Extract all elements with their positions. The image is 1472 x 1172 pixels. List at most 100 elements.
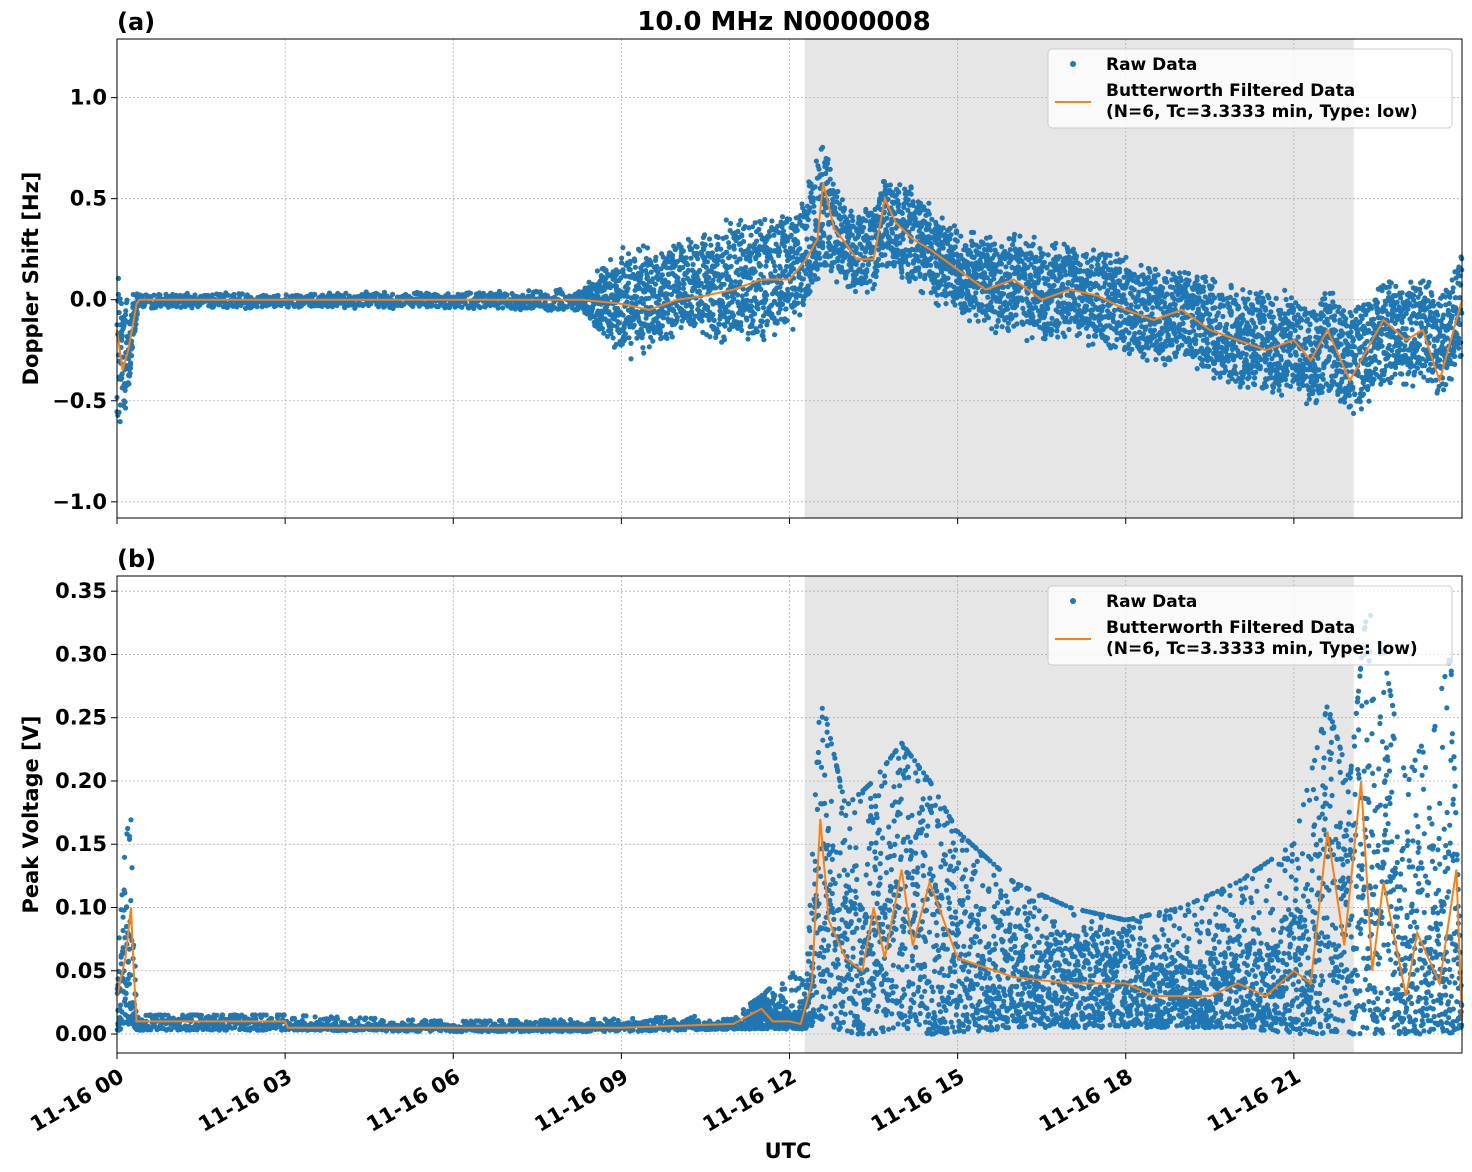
raw-data-point xyxy=(129,353,135,359)
raw-data-point xyxy=(761,337,767,343)
raw-data-point xyxy=(644,274,651,280)
raw-data-point xyxy=(724,249,730,255)
raw-data-point xyxy=(827,234,833,240)
raw-data-point xyxy=(634,294,640,300)
raw-data-point xyxy=(839,197,846,203)
raw-data-point xyxy=(1253,369,1259,375)
raw-data-point xyxy=(640,301,647,307)
raw-data-point xyxy=(999,244,1005,250)
raw-data-point xyxy=(622,331,629,337)
raw-data-point xyxy=(613,341,619,348)
raw-data-point xyxy=(999,324,1005,330)
raw-data-point xyxy=(934,272,941,278)
raw-data-point xyxy=(1062,333,1068,340)
raw-data-point xyxy=(127,321,133,327)
raw-data-point xyxy=(650,338,656,344)
raw-data-point xyxy=(119,375,125,381)
raw-data-point xyxy=(1164,279,1170,285)
raw-data-point xyxy=(717,321,723,327)
raw-data-point xyxy=(721,337,728,343)
raw-data-point xyxy=(727,253,733,259)
raw-data-point xyxy=(1258,289,1264,295)
raw-data-point xyxy=(763,263,769,269)
raw-data-point xyxy=(130,291,136,298)
raw-data-point xyxy=(122,399,128,405)
raw-data-point xyxy=(874,268,880,274)
raw-data-point xyxy=(739,233,745,239)
raw-data-point xyxy=(861,224,867,231)
raw-data-point xyxy=(668,291,675,298)
raw-data-point xyxy=(699,318,705,324)
raw-data-point xyxy=(1156,318,1163,324)
raw-data-point xyxy=(381,289,388,295)
raw-data-point xyxy=(688,246,695,252)
raw-data-point xyxy=(722,323,728,329)
raw-data-point xyxy=(1121,292,1127,298)
raw-data-point xyxy=(939,215,945,221)
raw-data-point xyxy=(973,290,979,296)
raw-data-point xyxy=(811,209,817,215)
raw-data-point xyxy=(1165,269,1171,275)
raw-data-point xyxy=(500,305,506,311)
raw-data-point xyxy=(985,315,992,321)
raw-data-point xyxy=(632,258,638,264)
panel-a: −1.0−0.50.00.51.0(a)Doppler Shift [Hz]Ra… xyxy=(19,8,1465,524)
raw-data-point xyxy=(762,216,768,223)
raw-data-point xyxy=(652,281,659,287)
raw-data-point xyxy=(1260,325,1266,331)
raw-data-point xyxy=(429,302,435,308)
raw-data-point xyxy=(1252,382,1258,388)
raw-data-point xyxy=(948,232,954,238)
raw-data-point xyxy=(1246,324,1252,330)
raw-data-point xyxy=(706,236,713,242)
raw-data-point xyxy=(664,265,670,271)
raw-data-point xyxy=(620,312,626,318)
raw-data-point xyxy=(643,315,649,321)
raw-data-point xyxy=(735,292,741,298)
raw-data-point xyxy=(905,261,911,267)
raw-data-point xyxy=(231,291,237,298)
raw-data-point xyxy=(1191,328,1197,334)
raw-data-point xyxy=(625,251,632,257)
raw-data-point xyxy=(912,215,918,221)
raw-data-point xyxy=(637,276,643,282)
raw-data-point xyxy=(728,220,734,226)
raw-data-point xyxy=(763,297,769,303)
raw-data-point xyxy=(1243,351,1249,358)
raw-data-point xyxy=(1240,380,1246,386)
raw-data-point xyxy=(889,230,896,236)
raw-data-point xyxy=(121,323,127,329)
raw-data-point xyxy=(958,233,964,239)
raw-data-point xyxy=(723,234,729,240)
raw-data-point xyxy=(848,208,854,214)
raw-data-point xyxy=(1180,320,1186,326)
raw-data-point xyxy=(772,332,778,338)
raw-data-point xyxy=(1029,335,1035,341)
raw-data-point xyxy=(1177,270,1183,276)
raw-data-point xyxy=(1005,327,1012,334)
raw-data-point xyxy=(908,191,914,197)
raw-data-point xyxy=(653,254,659,260)
raw-data-point xyxy=(1167,357,1173,363)
raw-data-point xyxy=(1245,296,1251,302)
raw-data-point xyxy=(954,238,960,244)
raw-data-point xyxy=(1165,332,1171,338)
raw-data-point xyxy=(648,334,654,340)
raw-data-point xyxy=(645,322,651,328)
raw-data-point xyxy=(616,320,623,326)
raw-data-point xyxy=(609,292,616,298)
raw-data-point xyxy=(899,210,905,216)
raw-data-point xyxy=(312,291,318,297)
raw-data-point xyxy=(192,292,198,298)
raw-data-point xyxy=(791,309,798,315)
raw-data-point xyxy=(721,281,727,287)
raw-data-point xyxy=(651,287,657,293)
raw-data-point xyxy=(835,188,841,195)
raw-data-point xyxy=(764,318,771,324)
raw-data-point xyxy=(791,266,797,272)
raw-data-point xyxy=(672,262,678,269)
raw-data-point xyxy=(713,285,719,291)
raw-data-point xyxy=(1253,324,1259,330)
raw-data-point xyxy=(1056,320,1062,326)
raw-data-point xyxy=(1160,285,1166,291)
